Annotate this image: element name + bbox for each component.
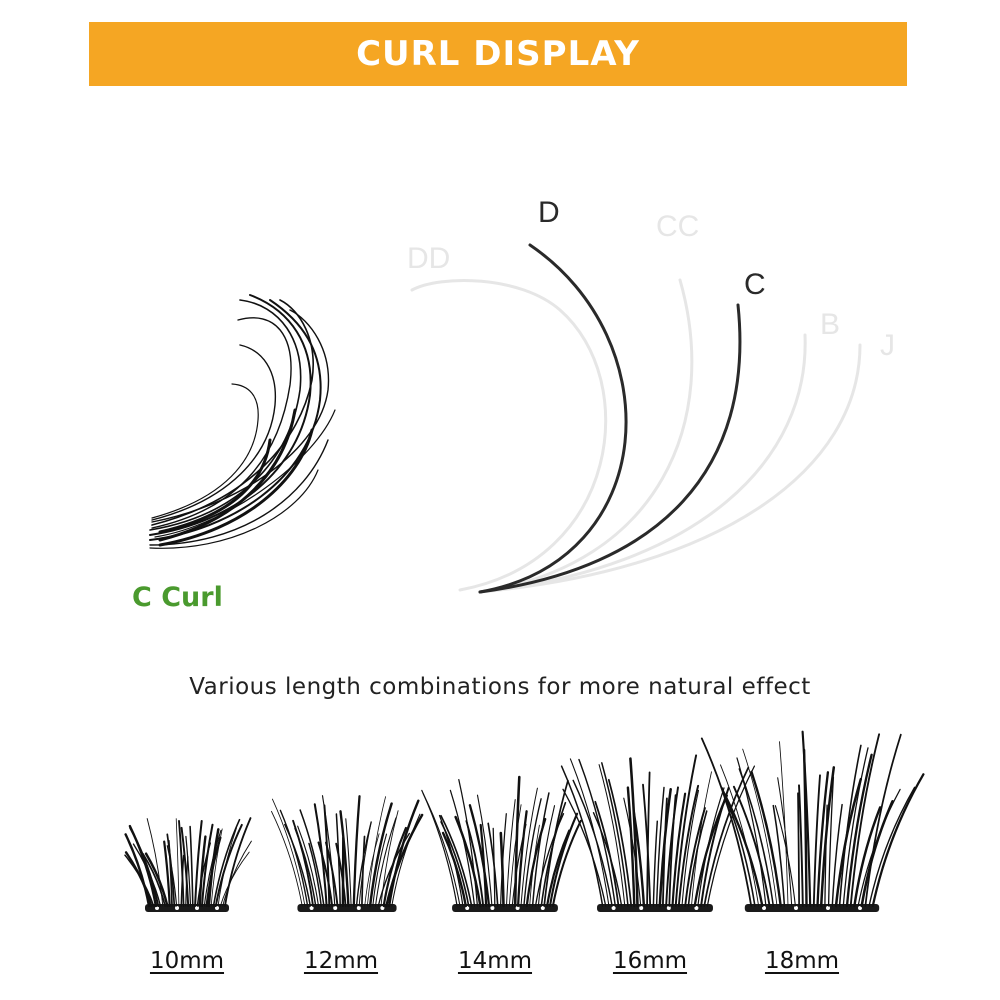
lash-sample-image (149, 294, 336, 549)
curl-label-cc: CC (656, 210, 699, 243)
curl-arc-j (478, 343, 862, 594)
curl-label-d: D (538, 196, 560, 229)
lash-cluster-10mm (124, 817, 252, 912)
lash-cluster-16mm (560, 754, 756, 912)
length-label-18mm: 18mm (764, 948, 840, 974)
length-label-16mm: 16mm (612, 948, 688, 974)
curl-label-dd: DD (407, 242, 450, 275)
length-label-10mm: 10mm (149, 948, 225, 974)
curl-caption: C Curl (132, 582, 223, 613)
curl-label-j: J (880, 329, 895, 362)
curl-arc-cc (478, 278, 694, 594)
length-label-14mm: 14mm (457, 948, 533, 974)
header-banner: CURL DISPLAY (89, 22, 907, 86)
lash-cluster-18mm (700, 730, 925, 912)
header-title: CURL DISPLAY (356, 34, 640, 74)
lash-cluster-12mm (271, 795, 424, 912)
curl-arc-b (478, 333, 807, 594)
curl-label-c: C (744, 268, 766, 301)
tagline: Various length combinations for more nat… (189, 674, 811, 700)
lash-cluster-14mm (421, 775, 582, 912)
length-samples: 10mm 12mm 14mm 16mm 18mm (0, 730, 1000, 1000)
length-label-12mm: 12mm (303, 948, 379, 974)
curl-arc-c (478, 303, 742, 594)
curl-arc-dd (410, 278, 608, 592)
curl-label-b: B (820, 308, 840, 341)
curl-diagram: DD D CC C B J (149, 196, 895, 594)
curl-arc-d (478, 243, 628, 594)
